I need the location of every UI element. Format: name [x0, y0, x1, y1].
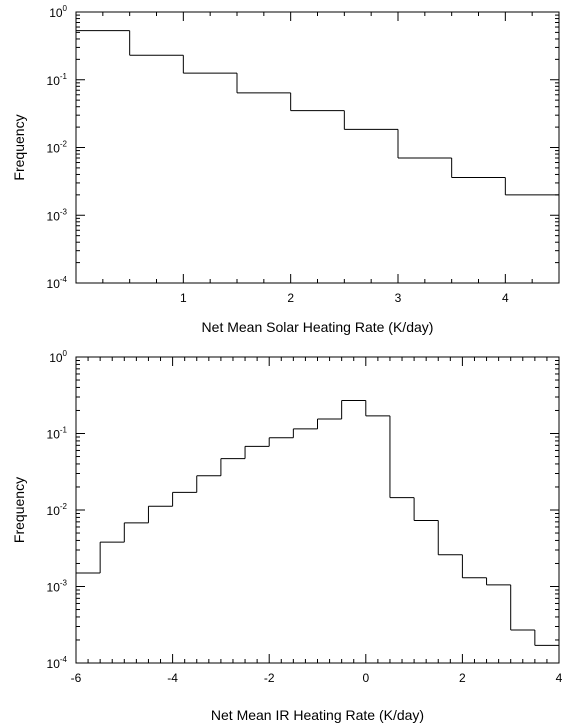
y-tick-exponent: -2 — [60, 502, 68, 511]
x-tick-label: 3 — [395, 291, 402, 305]
x-tick-label: 2 — [287, 291, 294, 305]
y-tick-base: 10 — [47, 209, 61, 223]
y-axis-label: Frequency — [11, 114, 27, 180]
x-tick-label: 0 — [362, 671, 369, 685]
y-tick-exponent: -1 — [60, 426, 68, 435]
y-tick-exponent: 0 — [63, 349, 68, 358]
y-tick-label: 10-2 — [47, 140, 68, 156]
y-tick-exponent: -1 — [60, 72, 68, 81]
y-axis-label: Frequency — [11, 477, 27, 543]
y-tick-label: 10-1 — [47, 426, 68, 442]
y-tick-label: 10-2 — [47, 502, 68, 518]
plot-frame — [75, 11, 560, 284]
y-tick-base: 10 — [49, 351, 63, 365]
y-tick-label: 100 — [49, 349, 67, 365]
y-tick-base: 10 — [47, 428, 61, 442]
y-tick-exponent: -3 — [60, 579, 68, 588]
y-tick-base: 10 — [47, 142, 61, 156]
y-tick-exponent: 0 — [63, 4, 68, 13]
y-tick-label: 10-1 — [47, 72, 68, 88]
x-tick-label: 2 — [459, 671, 466, 685]
x-tick-label: -6 — [71, 671, 82, 685]
y-tick-label: 10-3 — [47, 579, 68, 595]
y-tick-base: 10 — [47, 581, 61, 595]
y-tick-base: 10 — [47, 74, 61, 88]
x-tick-label: -4 — [167, 671, 178, 685]
x-axis-label: Net Mean IR Heating Rate (K/day) — [211, 707, 424, 723]
y-tick-exponent: -2 — [60, 140, 68, 149]
y-tick-exponent: -3 — [60, 207, 68, 216]
y-tick-base: 10 — [47, 277, 61, 291]
y-tick-base: 10 — [49, 6, 63, 20]
x-axis-label: Net Mean Solar Heating Rate (K/day) — [202, 319, 434, 335]
y-tick-label: 10-3 — [47, 207, 68, 223]
y-tick-label: 10-4 — [47, 275, 68, 291]
y-tick-exponent: -4 — [60, 275, 68, 284]
x-tick-label: -2 — [264, 671, 275, 685]
y-tick-base: 10 — [47, 504, 61, 518]
y-tick-exponent: -4 — [60, 655, 68, 664]
x-tick-label: 4 — [556, 671, 562, 685]
y-tick-base: 10 — [47, 657, 61, 671]
y-tick-label: 10-4 — [47, 655, 68, 671]
y-tick-label: 100 — [49, 4, 67, 20]
x-tick-label: 4 — [502, 291, 509, 305]
x-tick-label: 1 — [180, 291, 187, 305]
